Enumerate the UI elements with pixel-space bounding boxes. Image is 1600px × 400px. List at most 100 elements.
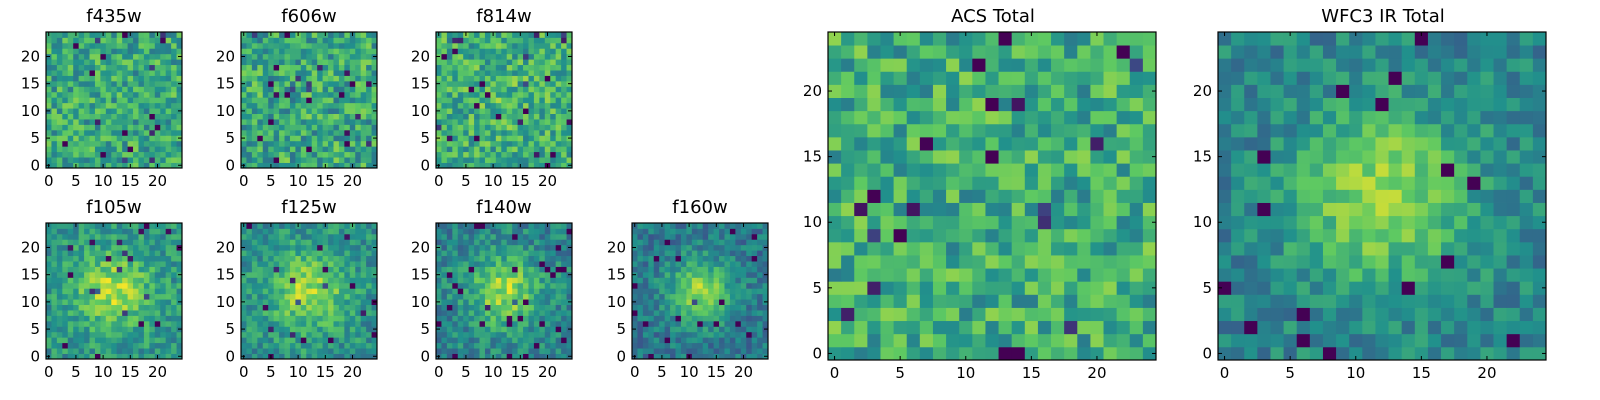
heatmap-cell [94,53,101,60]
heatmap-cell [116,80,123,87]
heatmap-cell [533,239,540,246]
heatmap-cell [959,268,973,282]
heatmap-cell [523,266,529,273]
heatmap-cell [495,146,502,153]
heatmap-cell [246,315,253,322]
heatmap-cell [506,70,513,76]
heatmap-cell [328,250,334,257]
heatmap-cell [457,102,464,109]
heatmap-cell [338,32,345,38]
heatmap-cell [523,315,529,322]
heatmap-cell [539,223,546,229]
heatmap-cell [474,228,480,235]
heatmap-cell [246,102,253,109]
heatmap-cell [94,146,101,153]
heatmap-cell [697,293,704,300]
heatmap-cell [111,250,118,257]
heatmap-cell [311,102,318,109]
heatmap-cell [73,299,80,305]
heatmap-cell [648,228,655,235]
heatmap-cell [436,70,442,76]
heatmap-cell [484,119,491,125]
heatmap-cell [311,271,318,278]
heatmap-cell [262,228,269,235]
heatmap-cell [138,64,145,71]
heatmap-cell [67,228,74,235]
heatmap-cell [105,250,112,257]
heatmap-cell [105,97,112,104]
heatmap-cell [300,32,307,38]
heatmap-cell [436,119,442,125]
heatmap-cell [436,140,442,147]
heatmap-cell [675,250,682,257]
heatmap-cell [506,342,513,349]
heatmap-cell [1011,189,1026,203]
heatmap-cell [333,337,340,344]
heatmap-cell [985,228,999,243]
heatmap-cell [729,293,736,300]
heatmap-cell [867,307,881,322]
heatmap-cell [165,326,172,333]
heatmap-cell [490,108,497,114]
heatmap-cell [457,299,464,305]
heatmap-cell [479,228,486,235]
heatmap-cell [659,239,666,246]
heatmap-cell [523,157,529,163]
heatmap-cell [262,299,269,305]
heatmap-cell [457,271,464,278]
heatmap-cell [338,320,345,327]
heatmap-cell [474,293,480,300]
heatmap-cell [257,304,264,311]
heatmap-cell [143,223,150,229]
heatmap-cell [729,266,736,273]
heatmap-cell [446,288,453,295]
heatmap-cell [268,75,275,82]
heatmap-cell [463,59,470,66]
panel-title: f140w [476,197,532,218]
heatmap-cell [479,75,486,82]
x-tick-label: 10 [289,363,308,381]
heatmap-cell [84,162,90,169]
heatmap-cell [257,146,264,153]
heatmap-cell [89,64,96,71]
heatmap-cell [94,129,101,136]
heatmap-cell [160,310,167,316]
heatmap-cell [457,244,464,251]
heatmap-cell [670,331,676,338]
heatmap-cell [490,277,497,284]
heatmap-cell [436,48,442,55]
heatmap-cell [474,266,480,273]
heatmap-cell [246,59,253,66]
heatmap-cell [306,299,313,305]
heatmap-cell [56,342,63,349]
heatmap-cell [561,129,567,136]
heatmap-cell [708,353,714,360]
heatmap-cell [686,326,693,333]
heatmap-cell [122,70,128,76]
heatmap-cell [648,320,655,327]
heatmap-cell [360,239,367,246]
heatmap-cell [51,124,58,131]
heatmap-cell [686,271,693,278]
heatmap-cell [457,157,464,163]
heatmap-cell [523,64,529,71]
heatmap-cell [457,124,464,131]
heatmap-cell [854,202,868,217]
heatmap-cell [457,53,464,60]
heatmap-cell [484,271,491,278]
heatmap-cell [251,146,258,153]
heatmap-cell [111,261,118,267]
heatmap-cell [56,42,63,49]
heatmap-cell [561,255,567,262]
heatmap-cell [73,75,80,82]
heatmap-cell [279,80,285,87]
heatmap-cell [506,320,513,327]
heatmap-cell [360,271,367,278]
heatmap-cell [512,32,518,38]
heatmap-cell [311,37,318,44]
heatmap-cell [479,239,486,246]
y-tick-label: 5 [30,320,40,338]
heatmap-cell [452,304,459,311]
heatmap-cell [122,86,128,93]
heatmap-cell [257,250,264,257]
